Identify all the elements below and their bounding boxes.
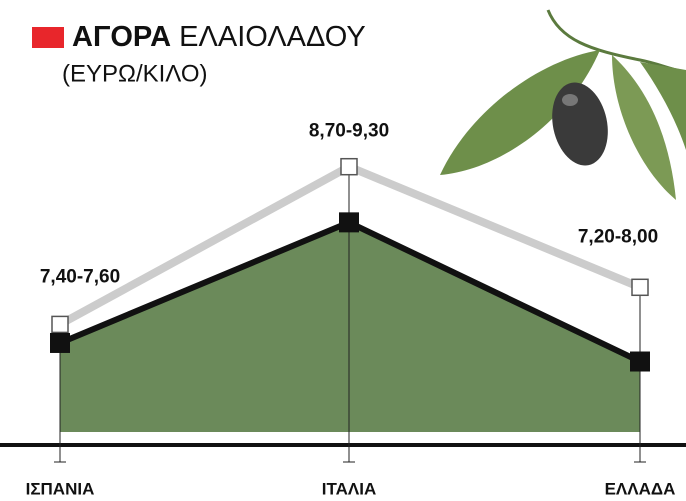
marker [52, 316, 68, 332]
marker [630, 352, 650, 372]
plot: ΙΣΠΑΝΙΑ ΙΤΑΛΙΑ ΕΛΛΑΔΑ 7,40-7,60 8,70-9,30 7,2… [0, 121, 686, 499]
olive-illustration [440, 10, 686, 200]
x-tick-label: ΙΣΠΑΝΙΑ [26, 479, 95, 498]
x-tick-label: ΙΤΑΛΙΑ [322, 479, 376, 498]
marker [339, 212, 359, 232]
value-label: 8,70-9,30 [309, 121, 389, 142]
chart-title: ΑΓΟΡΑ ΕΛΑΙΟΛΑΔΟΥ [72, 21, 366, 53]
marker [341, 159, 357, 175]
chart: ΑΓΟΡΑ ΕΛΑΙΟΛΑΔΟΥ (ΕΥΡΩ/ΚΙΛΟ) ΙΣΠΑΝΙΑ ΙΤΑΛ… [0, 0, 686, 501]
marker [632, 279, 648, 295]
value-label: 7,20-8,00 [578, 226, 658, 247]
x-tick-label: ΕΛΛΑΔΑ [605, 479, 676, 498]
value-label: 7,40-7,60 [40, 266, 120, 287]
title-marker [32, 27, 64, 48]
chart-subtitle: (ΕΥΡΩ/ΚΙΛΟ) [62, 60, 208, 87]
marker [50, 333, 70, 353]
